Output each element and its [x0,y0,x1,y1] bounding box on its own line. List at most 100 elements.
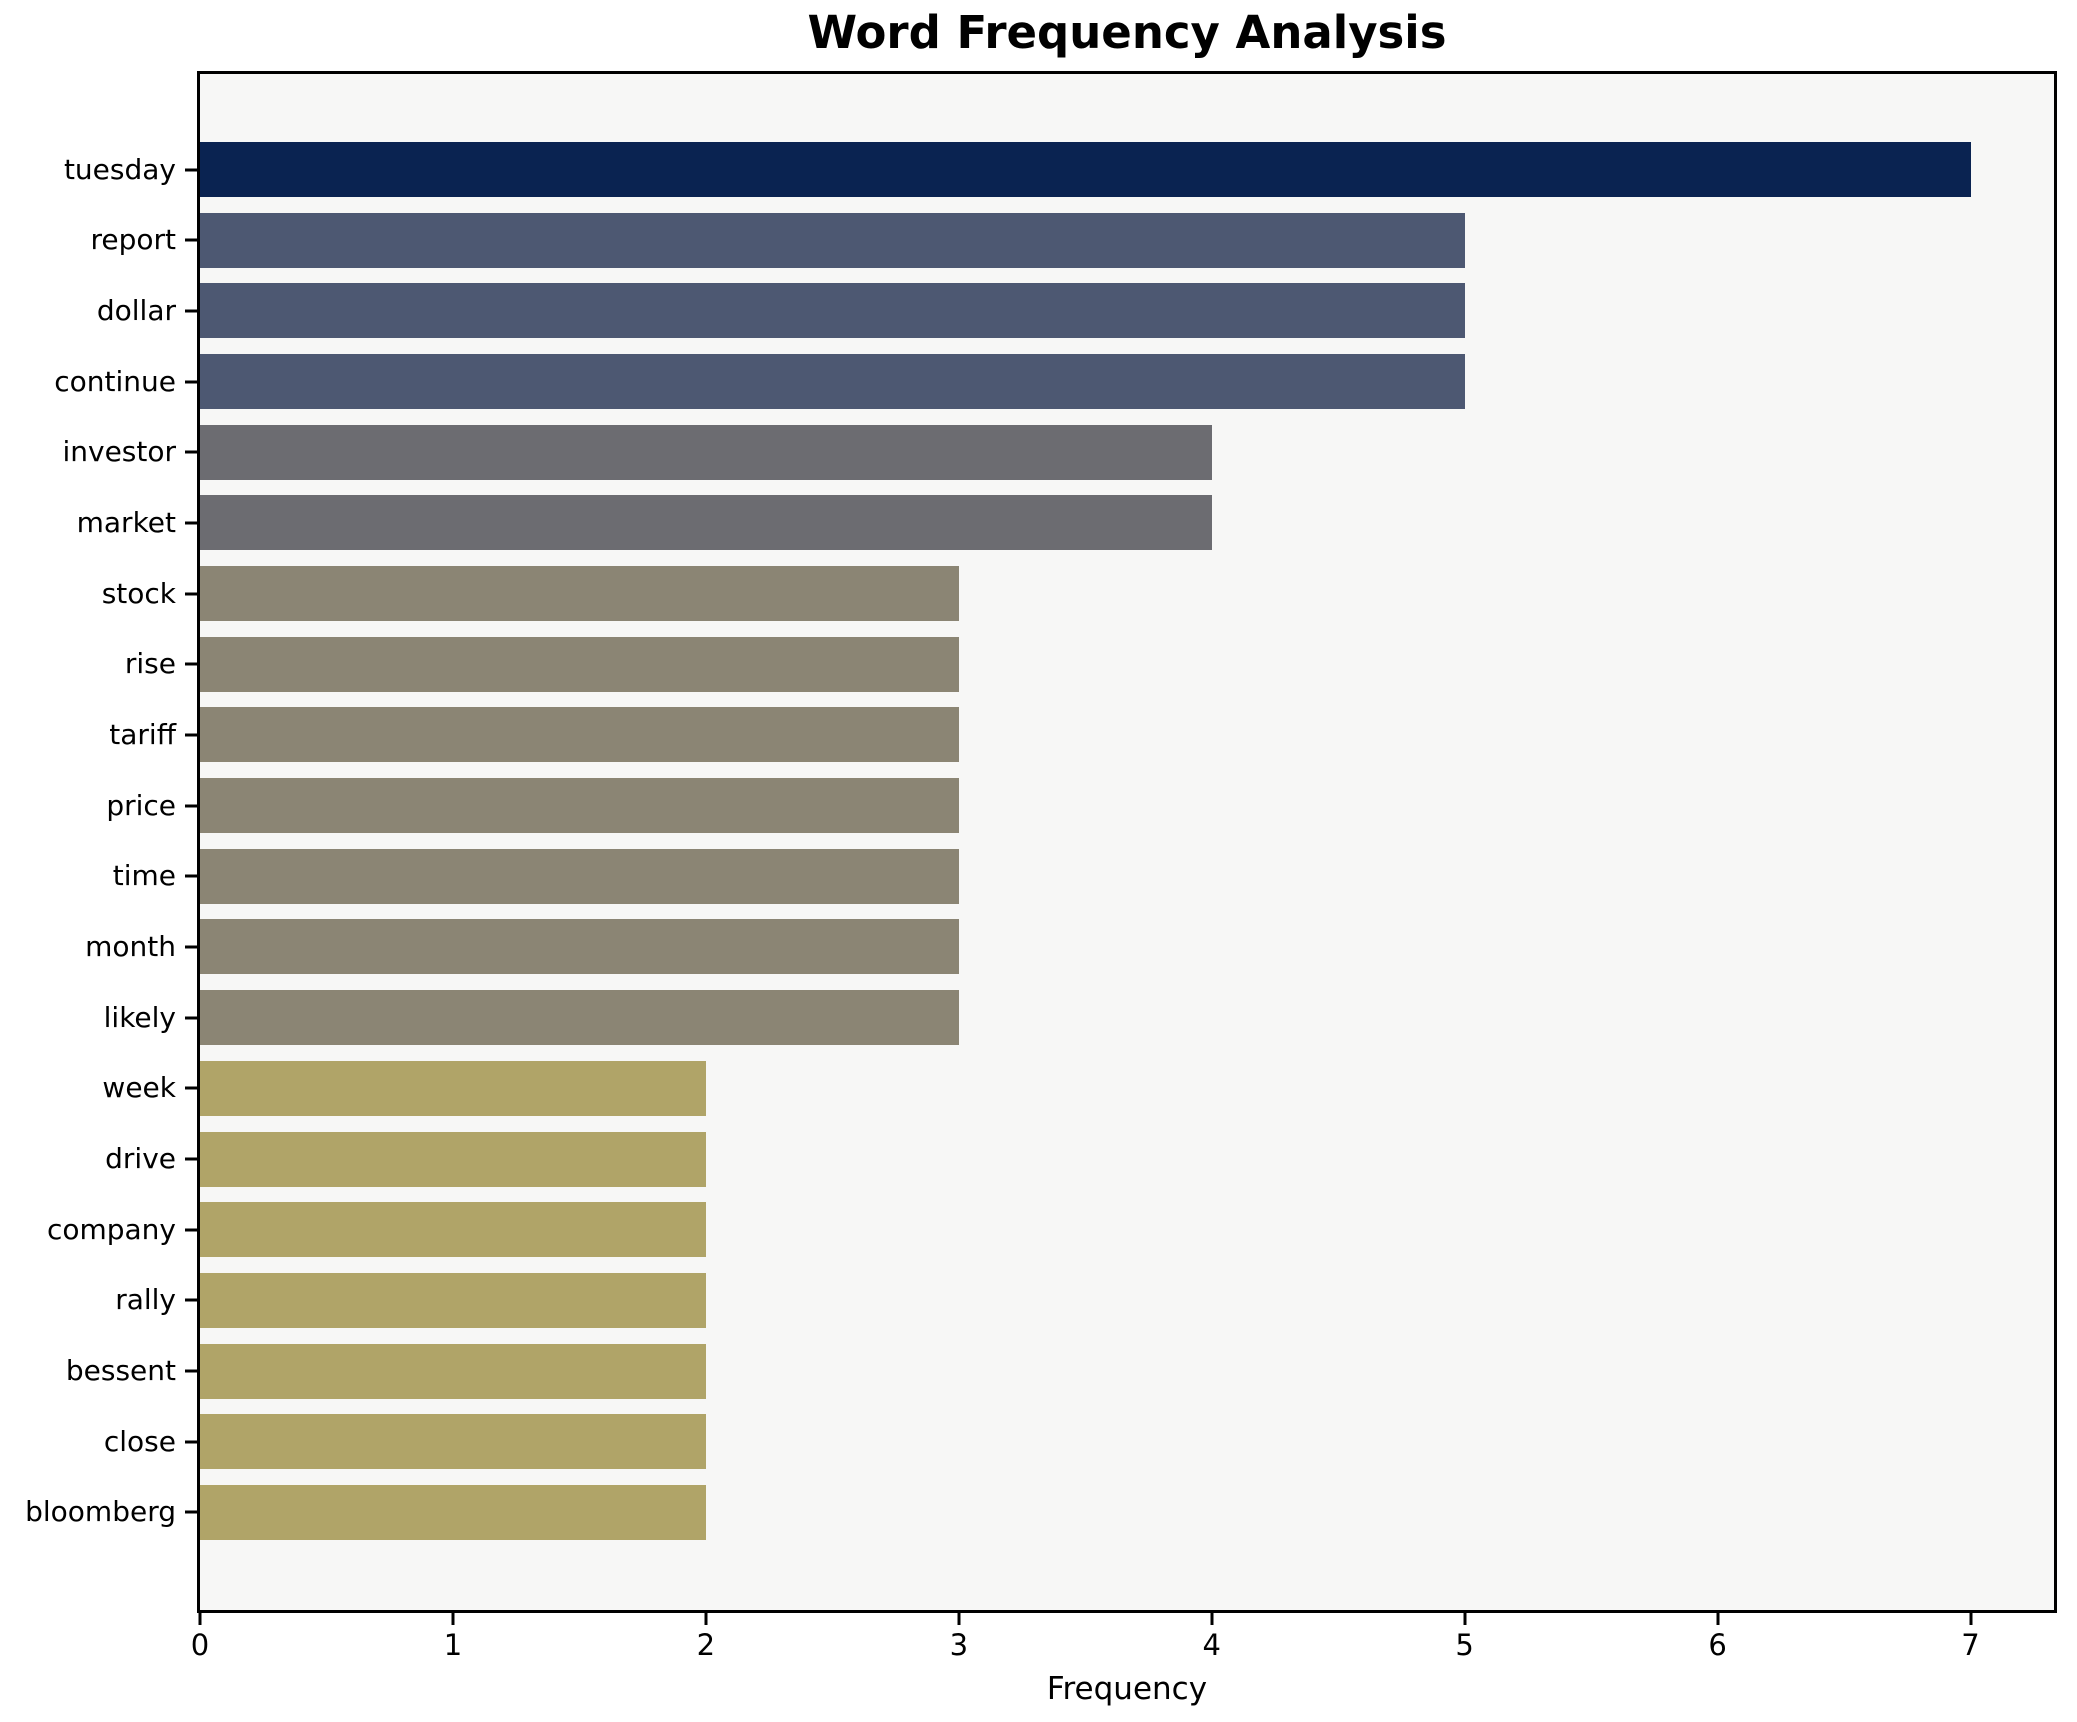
bar-bloomberg [200,1484,706,1540]
x-tick-label: 3 [949,1628,969,1662]
x-tick-label: 0 [190,1628,210,1662]
y-tick-mark [185,1086,197,1090]
y-tick-mark [185,1298,197,1302]
x-tick-mark [704,1613,708,1625]
bar-dollar [200,283,1465,339]
y-tick-mark [185,1440,197,1444]
x-tick-mark [1210,1613,1214,1625]
bar-row-drive: drive [105,1131,2054,1187]
x-tick-mark [1969,1613,1973,1625]
bar-rise [200,636,959,692]
y-axis-label-week: week [102,1071,176,1105]
bar-row-market: market [77,495,2054,551]
y-tick-mark [185,662,197,666]
y-tick-mark [185,309,197,313]
bar-row-company: company [47,1202,2054,1258]
y-axis-label-investor: investor [62,435,176,469]
bar-row-stock: stock [102,566,2054,622]
y-axis-label-bloomberg: bloomberg [25,1495,176,1529]
bar-tuesday [200,142,1971,197]
y-tick-mark [185,521,197,525]
x-axis: 0 1 2 3 4 5 6 7 [191,1613,2054,1673]
bar-drive [200,1131,706,1187]
x-tick-label: 1 [443,1628,463,1662]
bar-tariff [200,707,959,763]
y-axis-label-price: price [106,788,176,822]
x-tick-label: 6 [1708,1628,1727,1662]
bar-row-tuesday: tuesday [64,142,2054,197]
y-axis-label-likely: likely [103,1000,176,1034]
bar-continue [200,354,1465,410]
bar-row-investor: investor [62,424,2054,480]
bar-company [200,1202,706,1258]
y-axis-label-continue: continue [54,364,176,398]
x-tick-mark [1716,1613,1720,1625]
bar-likely [200,990,959,1046]
y-axis-label-stock: stock [101,576,176,610]
bar-investor [200,424,1212,480]
y-axis-label-rally: rally [115,1283,176,1317]
y-tick-mark [185,945,197,949]
bar-row-time: time [113,848,2054,904]
bar-time [200,848,959,904]
y-axis-label-time: time [112,859,176,893]
x-tick-mark [957,1613,961,1625]
chart-title: Word Frequency Analysis [807,6,1447,59]
y-tick-mark [185,1369,197,1373]
y-axis-label-bessent: bessent [65,1354,176,1388]
y-axis-label-tuesday: tuesday [63,152,176,186]
plot-area: tuesday report dollar continue investor marke… [25,71,2057,1613]
bar-bessent [200,1343,706,1399]
y-axis-label-tariff: tariff [109,717,176,751]
y-axis-label-market: market [76,505,176,539]
bar-close [200,1414,706,1470]
bar-row-tariff: tariff [109,707,2054,763]
x-tick-mark [198,1613,202,1625]
y-axis-label-month: month [85,929,176,963]
x-tick-label: 7 [1961,1628,1980,1662]
y-axis-label-close: close [103,1424,176,1458]
y-tick-mark [185,1157,197,1161]
bar-report [200,212,1465,268]
bar-row-close: close [104,1414,2054,1470]
y-tick-mark [185,380,197,384]
bar-row-report: report [90,212,2054,268]
y-tick-mark [185,1016,197,1020]
bar-row-month: month [85,919,2054,975]
bar-week [200,1060,706,1116]
y-tick-mark [185,450,197,454]
y-axis-label-drive: drive [105,1142,176,1176]
bar-row-continue: continue [54,354,2054,410]
bar-market [200,495,1212,551]
bar-row-likely: likely [104,990,2054,1046]
y-axis-label-report: report [90,223,176,257]
y-axis-label-dollar: dollar [96,293,176,327]
bar-row-rally: rally [115,1272,2054,1328]
y-axis-label-rise: rise [124,647,176,681]
x-tick-label: 2 [696,1628,716,1662]
bar-row-week: week [102,1060,2054,1116]
y-tick-mark [185,804,197,808]
y-tick-mark [185,874,197,878]
bar-price [200,778,959,834]
y-tick-mark [185,238,197,242]
x-axis-title: Frequency [1046,1671,1208,1707]
y-tick-mark [185,592,197,596]
y-tick-mark [185,733,197,737]
bar-row-bloomberg: bloomberg [25,1484,2054,1540]
bar-month [200,919,959,975]
bar-row-bessent: bessent [66,1343,2054,1399]
bar-row-dollar: dollar [97,283,2054,339]
bar-row-rise: rise [125,636,2054,692]
y-tick-mark [185,1228,197,1232]
y-tick-mark [185,168,197,171]
bar-row-price: price [106,778,2054,834]
y-axis-label-company: company [46,1212,176,1246]
bar-stock [200,566,959,622]
y-tick-mark [185,1510,197,1514]
x-tick-label: 4 [1202,1628,1221,1662]
bar-rally [200,1272,706,1328]
x-tick-mark [451,1613,455,1625]
x-tick-label: 5 [1455,1628,1474,1662]
